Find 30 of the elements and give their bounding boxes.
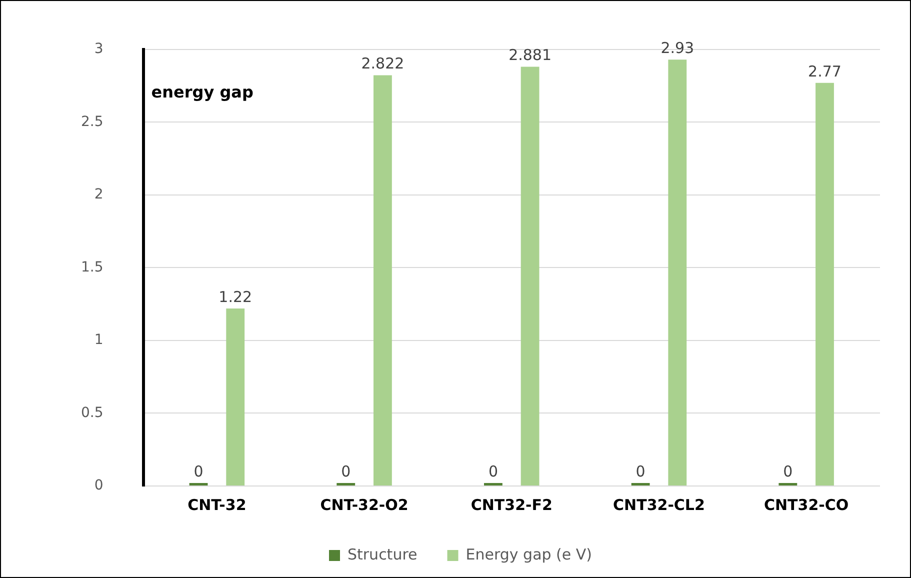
data-label: 2.822 bbox=[361, 54, 404, 73]
x-tick-label: CNT32-CL2 bbox=[613, 496, 705, 514]
x-tick-label: CNT32-F2 bbox=[470, 496, 552, 514]
x-tick-label: CNT-32-O2 bbox=[320, 496, 408, 514]
bar bbox=[520, 66, 540, 486]
data-label: 2.881 bbox=[508, 46, 552, 64]
annotation: energy gap bbox=[151, 82, 254, 102]
data-label: 0 bbox=[636, 462, 646, 480]
data-label: 1.22 bbox=[218, 288, 252, 306]
x-tick-label: CNT-32 bbox=[188, 496, 246, 514]
y-tick-label: 1 bbox=[94, 332, 104, 348]
y-tick-label: 0 bbox=[94, 478, 104, 494]
data-label: 0 bbox=[783, 462, 793, 480]
legend-label: Energy gap (e V) bbox=[466, 545, 592, 564]
legend-label: Structure bbox=[347, 545, 418, 564]
bar bbox=[668, 60, 687, 486]
data-label: 0 bbox=[341, 462, 351, 480]
data-label: 2.77 bbox=[808, 62, 842, 80]
y-tick-label: 2 bbox=[94, 186, 104, 203]
bar bbox=[816, 82, 834, 486]
y-tick-label: 2.5 bbox=[81, 114, 104, 130]
data-label: 2.93 bbox=[660, 38, 694, 57]
bar bbox=[226, 308, 245, 486]
y-tick-label: 0.5 bbox=[81, 404, 104, 421]
y-tick-label: 1.5 bbox=[81, 259, 104, 276]
bar bbox=[373, 75, 392, 486]
y-tick-label: 3 bbox=[94, 41, 104, 58]
data-label: 0 bbox=[194, 462, 204, 480]
x-tick-label: CNT32-CO bbox=[764, 496, 849, 514]
data-label: 0 bbox=[488, 462, 498, 480]
